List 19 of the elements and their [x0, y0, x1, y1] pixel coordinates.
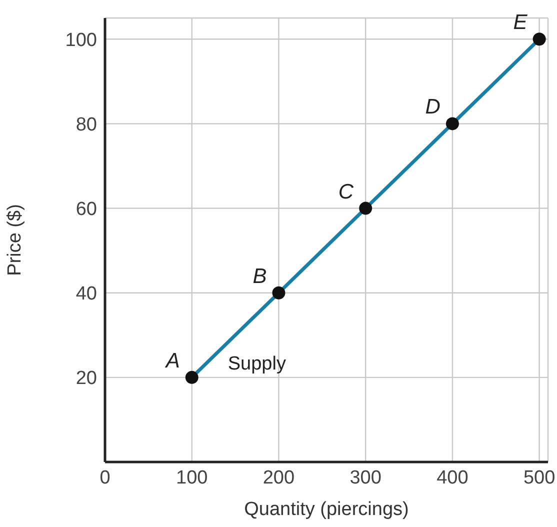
- annotation: B: [252, 264, 267, 288]
- annotation: A: [164, 349, 180, 372]
- y-tick-label: 80: [76, 114, 97, 136]
- x-axis-title: Quantity (piercings): [244, 499, 409, 520]
- annotation: D: [425, 96, 440, 119]
- x-tick-label: 0: [100, 467, 110, 488]
- x-tick-label: 500: [523, 467, 556, 488]
- x-tick-label: 100: [176, 467, 208, 488]
- x-tick-label: 400: [436, 467, 468, 488]
- annotation: C: [338, 180, 354, 204]
- x-tick-label: 200: [262, 467, 295, 488]
- series-label: Supply: [228, 353, 286, 374]
- y-tick-label: 60: [76, 199, 97, 220]
- y-axis-title: Price ($): [4, 204, 26, 276]
- x-tick-label: 300: [350, 467, 382, 488]
- y-tick-label: 20: [76, 368, 97, 390]
- annotation: E: [513, 11, 528, 34]
- y-tick-label: 40: [76, 284, 97, 305]
- y-tick-label: 100: [65, 30, 97, 51]
